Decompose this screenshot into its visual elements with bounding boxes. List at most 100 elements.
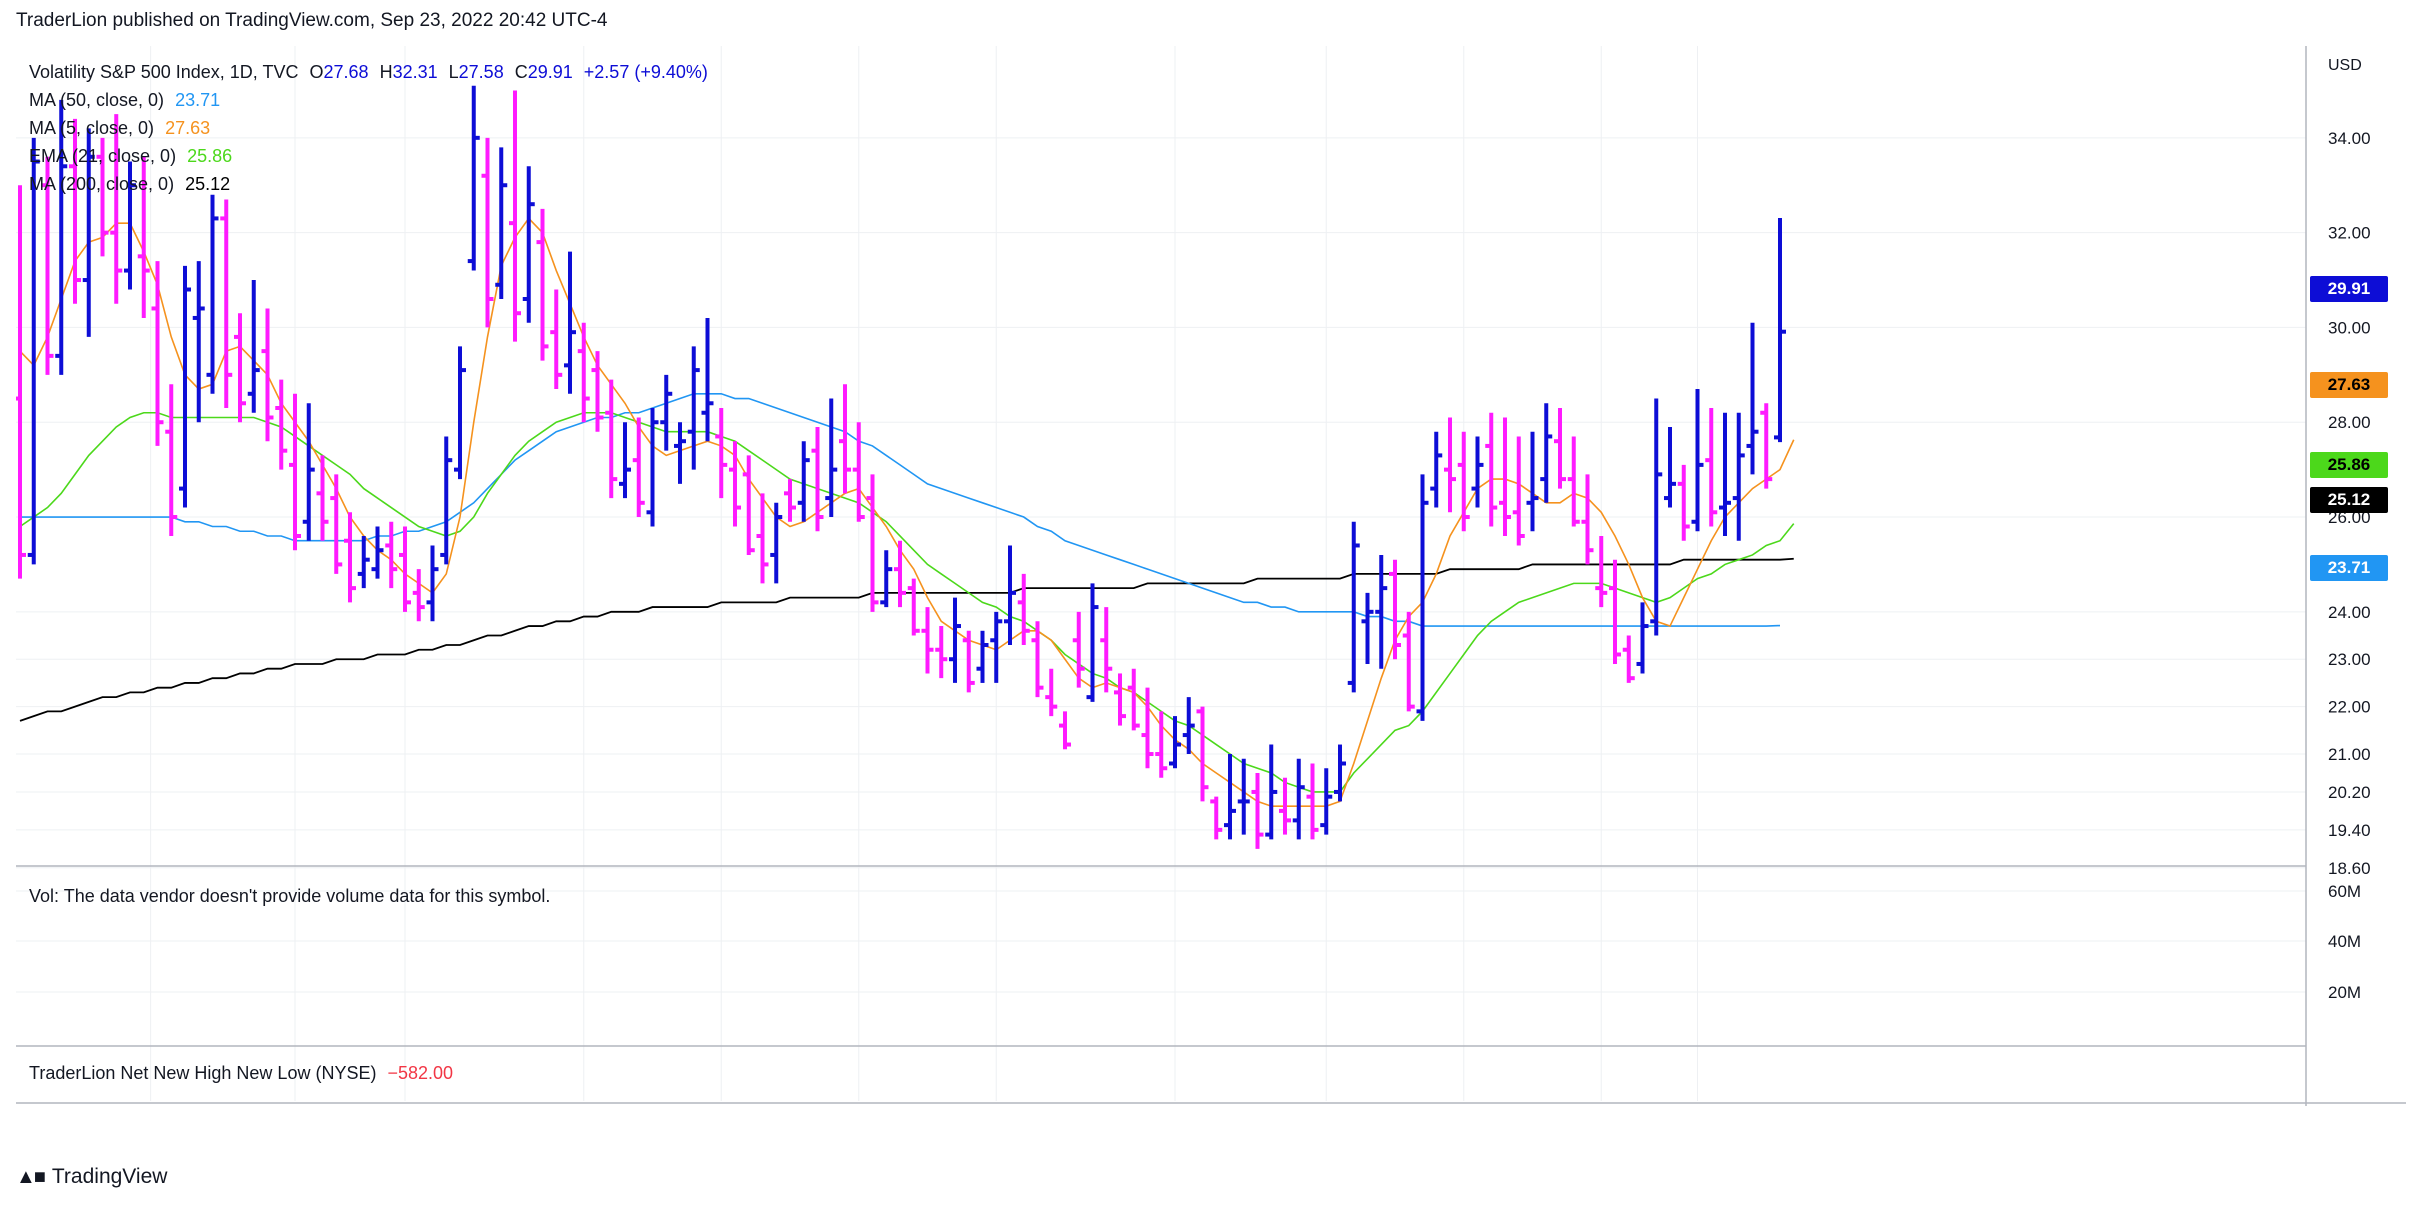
ohlc-bar xyxy=(591,351,604,432)
ohlc-bar xyxy=(1457,431,1470,532)
y-tick-label: 28.00 xyxy=(2328,413,2371,432)
ohlc-bar xyxy=(1141,687,1154,769)
y-tick-label: 34.00 xyxy=(2328,129,2371,148)
ohlc-bar xyxy=(1072,611,1085,688)
ohlc-bar xyxy=(756,493,769,584)
legend-ma50-row[interactable]: MA (50, close, 0) 23.71 xyxy=(29,86,708,114)
ohlc-bar xyxy=(1031,621,1044,698)
nnhnl-indicator[interactable]: TraderLion Net New High New Low (NYSE) −… xyxy=(29,1063,453,1084)
y-tick-label: 23.00 xyxy=(2328,650,2371,669)
y-tick-label: 22.00 xyxy=(2328,698,2371,717)
y-tick-label: 21.00 xyxy=(2328,745,2371,764)
ohlc-bar xyxy=(1347,521,1360,693)
legend-ma5-row[interactable]: MA (5, close, 0) 27.63 xyxy=(29,114,708,142)
currency-label: USD xyxy=(2328,57,2362,74)
ohlc-bar xyxy=(729,441,741,527)
ohlc-bar xyxy=(550,289,563,390)
ma5-value: 27.63 xyxy=(165,118,211,138)
ohlc-bar xyxy=(660,374,673,451)
ohlc-bar xyxy=(330,474,343,574)
ohlc-bar xyxy=(27,137,40,565)
ma200-price-tag: 25.12 xyxy=(2310,487,2388,513)
ohlc-bar xyxy=(770,502,783,584)
ohlc-bar xyxy=(687,346,700,470)
ohlc-bar xyxy=(234,313,246,423)
ohlc-bar xyxy=(124,161,136,290)
ma5-label: MA (5, close, 0) xyxy=(29,118,155,138)
ohlc-bar xyxy=(674,422,686,484)
nnhnl-value: −582.00 xyxy=(387,1063,454,1083)
ohlc-bar xyxy=(1361,592,1374,664)
ohlc-bar xyxy=(165,384,178,536)
ohlc-bar xyxy=(1086,583,1099,702)
ohlc-bar xyxy=(1760,403,1773,489)
ohlc-bar xyxy=(646,408,659,527)
ohlc-bar xyxy=(1127,668,1140,731)
ohlc-bar xyxy=(1719,412,1731,536)
ohlc-bar xyxy=(55,99,68,375)
ohlc-bar xyxy=(742,455,755,555)
ohlc-bar xyxy=(921,607,934,674)
ohlc-bar xyxy=(316,455,329,541)
ohlc-bar xyxy=(990,611,1003,683)
ohlc-bar xyxy=(192,261,205,423)
ohlc-bar xyxy=(1292,758,1305,840)
ohlc-bars xyxy=(14,85,1786,849)
ohlc-bar xyxy=(1416,474,1429,721)
low-label: L xyxy=(448,62,459,82)
ohlc-bar xyxy=(110,114,123,304)
publication-header: TraderLion published on TradingView.com,… xyxy=(16,10,608,31)
nnhnl-label: TraderLion Net New High New Low (NYSE) xyxy=(29,1063,377,1083)
ohlc-bar xyxy=(1320,768,1333,835)
ohlc-bar xyxy=(454,346,466,480)
footer-brand[interactable]: ▲■ TradingView xyxy=(16,1165,167,1189)
y-tick-label: 32.00 xyxy=(2328,224,2371,243)
tradingview-logo-icon: ▲■ xyxy=(16,1165,46,1188)
ohlc-bar xyxy=(426,545,439,622)
ohlc-bar xyxy=(275,379,288,470)
ohlc-bar xyxy=(1169,716,1181,769)
legend-ma200-row[interactable]: MA (200, close, 0) 25.12 xyxy=(29,170,708,198)
ma200-line xyxy=(19,557,1794,722)
ohlc-bar xyxy=(976,630,989,683)
ohlc-bar xyxy=(481,137,494,328)
ohlc-bar xyxy=(1059,711,1071,750)
ma5-line xyxy=(19,217,1795,807)
ema21-price-tag: 25.86 xyxy=(2310,452,2388,478)
high-value: 32.31 xyxy=(392,62,438,82)
ohlc-bar xyxy=(1526,431,1539,532)
ohlc-bar xyxy=(495,147,508,299)
ma50-price-tag: 23.71 xyxy=(2310,555,2388,581)
volume-note: Vol: The data vendor doesn't provide vol… xyxy=(29,886,551,906)
ma50-label: MA (50, close, 0) xyxy=(29,90,165,110)
ohlc-bar xyxy=(866,474,879,612)
symbol-title[interactable]: Volatility S&P 500 Index, 1D, TVC xyxy=(29,62,299,82)
ohlc-bar xyxy=(907,578,920,636)
ohlc-bar xyxy=(440,436,453,565)
ema21-value: 25.86 xyxy=(187,146,233,166)
open-value: 27.68 xyxy=(323,62,369,82)
ohlc-bar xyxy=(577,322,590,423)
ohlc-bar xyxy=(1650,398,1663,636)
ohlc-bar xyxy=(1581,474,1594,565)
ohlc-bar xyxy=(1100,607,1113,693)
ohlc-bar xyxy=(1155,711,1168,778)
ema21-label: EMA (21, close, 0) xyxy=(29,146,177,166)
ohlc-bar xyxy=(1554,408,1566,489)
ohlc-bar xyxy=(1017,573,1030,646)
ohlc-bar xyxy=(1389,559,1401,660)
ohlc-bar xyxy=(1705,408,1718,527)
price-chart[interactable]: 34.0032.0030.0028.0026.0024.0023.0022.00… xyxy=(14,46,2406,1146)
legend-ema21-row[interactable]: EMA (21, close, 0) 25.86 xyxy=(29,142,708,170)
ohlc-bar xyxy=(1237,758,1250,835)
ohlc-bar xyxy=(1196,706,1209,802)
y-tick-label: 30.00 xyxy=(2328,318,2371,337)
volume-tick-label: 60M xyxy=(2328,882,2361,901)
ohlc-bar xyxy=(825,398,838,518)
ohlc-bar xyxy=(1732,412,1745,541)
y-tick-label: 24.00 xyxy=(2328,603,2371,622)
ohlc-bar xyxy=(1444,417,1456,513)
volume-tick-label: 40M xyxy=(2328,932,2361,951)
ohlc-bar xyxy=(399,526,411,612)
ohlc-bar xyxy=(1540,403,1553,503)
